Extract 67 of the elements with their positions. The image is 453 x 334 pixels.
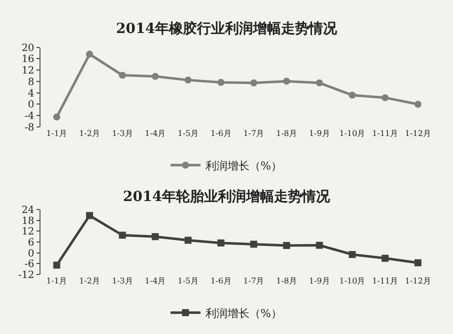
x-tick-label: 1-6月 [210, 276, 232, 286]
chart-title: 2014年橡胶行业利润增幅走势情况 [116, 20, 338, 37]
x-tick-label: 1-2月 [79, 129, 100, 138]
point [184, 236, 192, 244]
point [382, 254, 389, 262]
point [152, 72, 159, 80]
point [414, 100, 422, 108]
x-tick-label: 1-11月 [372, 276, 398, 286]
point [53, 262, 60, 269]
point [414, 259, 422, 266]
x-tick-label: 1-3月 [112, 276, 133, 286]
x-tick-label: 1-5月 [178, 129, 199, 138]
x-tick-label: 1-3月 [112, 129, 133, 138]
y-tick-label: 0 [28, 100, 34, 111]
point [152, 233, 159, 240]
y-tick-label: 12 [22, 226, 34, 238]
y-tick-label: 18 [22, 216, 34, 227]
x-tick-label: 1-1月 [46, 129, 68, 138]
y-tick-label: 20 [22, 42, 34, 54]
y-tick-label: 6 [28, 238, 34, 249]
point [250, 79, 258, 86]
x-tick-label: 1-11月 [372, 129, 398, 138]
point [217, 78, 224, 86]
point [86, 50, 94, 58]
point [86, 212, 94, 220]
point [382, 94, 389, 102]
x-tick-label: 1-7月 [243, 276, 264, 286]
x-tick-label: 1-10月 [339, 129, 366, 138]
point [217, 239, 224, 246]
y-tick-label: -8 [24, 122, 34, 134]
x-tick-label: 1-9月 [308, 276, 330, 286]
y-tick-label: 4 [28, 88, 34, 100]
x-tick-label: 1-5月 [178, 276, 199, 286]
x-tick-label: 1-12月 [404, 129, 431, 138]
x-tick-label: 1-12月 [404, 276, 431, 286]
y-tick-label: -12 [18, 270, 34, 281]
point [184, 76, 192, 84]
x-tick-label: 1-1月 [46, 276, 68, 286]
x-tick-label: 1-2月 [79, 276, 100, 286]
y-tick-label: 24 [22, 205, 34, 216]
point [250, 240, 258, 248]
point [348, 92, 356, 99]
point [118, 72, 126, 79]
x-tick-label: 1-8月 [276, 276, 298, 286]
x-tick-label: 1-7月 [243, 129, 264, 138]
legend-label: 利润增长（%） [206, 159, 282, 172]
x-tick-label: 1-9月 [308, 129, 330, 138]
point [53, 114, 60, 121]
x-tick-label: 1-4月 [144, 276, 166, 286]
point [283, 242, 290, 249]
point [118, 232, 126, 239]
y-tick-label: 8 [28, 76, 34, 88]
point [348, 250, 356, 258]
point [283, 78, 290, 85]
x-tick-label: 1-10月 [339, 276, 366, 286]
y-tick-label: 12 [22, 66, 34, 77]
point [316, 79, 323, 86]
y-tick-label: -4 [24, 111, 34, 122]
x-tick-label: 1-6月 [210, 129, 232, 138]
y-tick-label: -6 [24, 259, 34, 270]
point [316, 242, 323, 249]
y-tick-label: 0 [28, 248, 34, 260]
legend-label: 利润增长（%） [206, 306, 282, 320]
chart-title: 2014年轮胎业利润增幅走势情况 [123, 188, 331, 205]
y-tick-label: 16 [22, 54, 34, 66]
x-tick-label: 1-4月 [144, 129, 166, 138]
x-tick-label: 1-8月 [276, 129, 298, 138]
